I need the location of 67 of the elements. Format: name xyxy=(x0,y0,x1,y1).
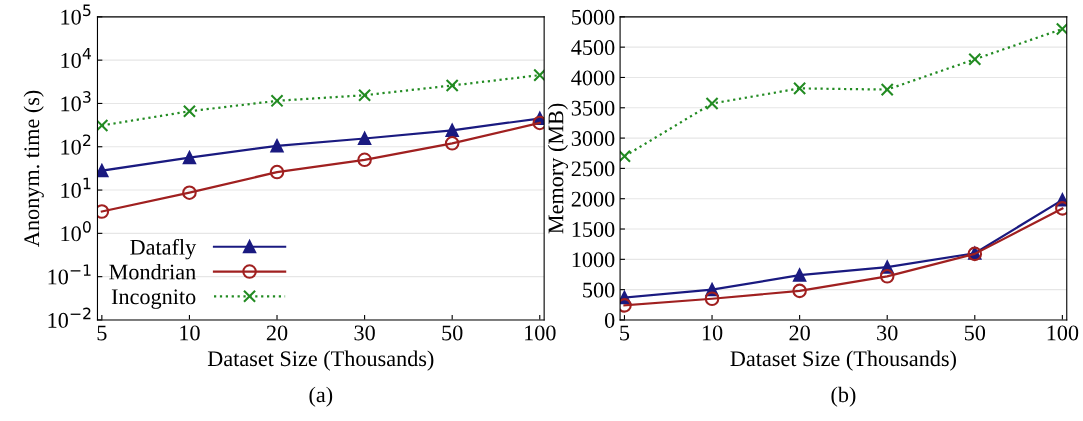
point xyxy=(357,152,372,168)
y-tick-label: 2000 xyxy=(571,191,615,207)
point xyxy=(705,96,719,111)
y-tick-label: 500 xyxy=(583,282,615,298)
x-tick-label: 5 xyxy=(620,325,630,341)
x-tick-label: 30 xyxy=(354,325,375,341)
point xyxy=(444,136,460,151)
y-tick-label: 10$^{−1}$ xyxy=(48,264,91,285)
y-tick-label: 10$^{5}$ xyxy=(61,4,91,25)
x-axis-title: Dataset Size (Thousands) xyxy=(207,350,434,371)
point xyxy=(445,78,459,93)
legend-label: Incognito xyxy=(111,289,196,309)
y-tick-label: 0 xyxy=(604,312,615,328)
y-tick-label: 4500 xyxy=(571,40,615,56)
point xyxy=(793,81,807,95)
point xyxy=(358,88,372,102)
text: (a) xyxy=(309,386,333,407)
point xyxy=(1055,22,1067,36)
point xyxy=(358,131,372,146)
y-tick-label: 10$^{−2}$ xyxy=(48,307,91,328)
point xyxy=(532,115,545,131)
point xyxy=(182,104,197,118)
point xyxy=(793,268,807,282)
y-tick-label: 1500 xyxy=(572,221,615,237)
point xyxy=(182,185,197,200)
point xyxy=(880,82,894,97)
point xyxy=(97,164,109,178)
point xyxy=(270,94,284,108)
x-tick-label: 100 xyxy=(1047,325,1079,341)
y-axis-title: Anonym. time (s) xyxy=(23,90,44,247)
y-tick-label: 1000 xyxy=(572,252,615,268)
y-tick-label: 10$^{4}$ xyxy=(61,47,91,68)
y-tick-label: 5000 xyxy=(572,9,615,25)
x-tick-label: 10 xyxy=(702,325,723,341)
x-tick-label: 20 xyxy=(266,325,288,341)
x-axis-title: Dataset Size (Thousands) xyxy=(730,350,956,371)
text: (b) xyxy=(831,386,856,407)
y-axis-title: Memory (MB) xyxy=(547,103,568,234)
y-tick-label: 10$^{0}$ xyxy=(61,220,91,242)
y-tick-label: 3500 xyxy=(571,100,615,116)
x-tick-label: 20 xyxy=(789,325,810,341)
y-tick-label: 10$^{1}$ xyxy=(61,177,91,198)
y-tick-label: 10$^{3}$ xyxy=(61,91,91,112)
y-tick-label: 2500 xyxy=(571,161,615,177)
point xyxy=(270,139,284,153)
point xyxy=(182,151,197,165)
x-tick-label: 50 xyxy=(964,325,986,341)
x-tick-label: 30 xyxy=(877,325,898,341)
point xyxy=(533,68,545,82)
point xyxy=(97,204,110,219)
point xyxy=(968,52,982,66)
point xyxy=(792,283,807,299)
x-tick-label: 5 xyxy=(97,325,107,341)
legend-label: Datafly xyxy=(130,238,197,260)
point xyxy=(704,291,720,307)
x-tick-label: 100 xyxy=(525,325,556,341)
x-tick-label: 10 xyxy=(180,325,200,341)
x-tick-label: 50 xyxy=(442,325,463,341)
point xyxy=(445,123,459,137)
y-tick-label: 3000 xyxy=(571,131,615,147)
point xyxy=(97,118,109,133)
point xyxy=(620,149,632,163)
point xyxy=(269,164,285,180)
y-tick-label: 10$^{2}$ xyxy=(61,134,91,155)
y-tick-label: 4000 xyxy=(571,70,615,86)
point xyxy=(879,269,895,284)
legend-label: Mondrian xyxy=(109,263,196,280)
